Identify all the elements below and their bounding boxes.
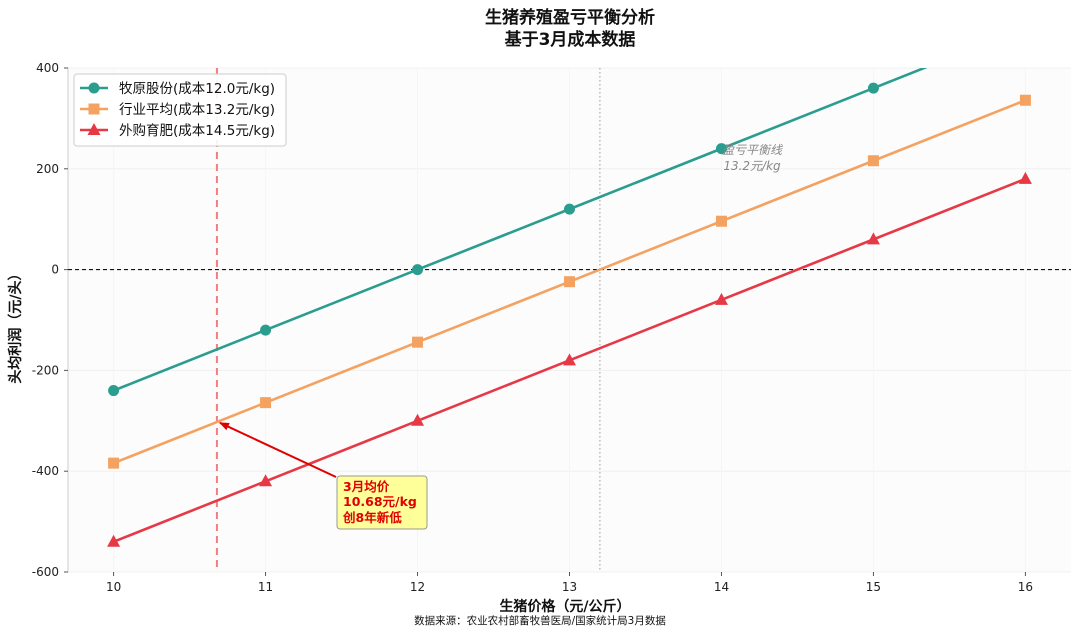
series-2-point [867,155,879,167]
series-2-point [1019,94,1031,106]
series-1-point [108,385,120,397]
series-3-point [714,292,728,305]
series-3-point [1018,171,1032,184]
series-1-point [867,82,879,94]
x-tick-label: 12 [410,580,425,594]
series-1-point [715,143,727,155]
y-tick-label: 200 [36,162,59,176]
x-axis-label: 生猪价格（元/公斤） [499,598,630,615]
data-source-note: 数据来源：农业农村部畜牧兽医局/国家统计局3月数据 [414,614,666,627]
x-tick-label: 11 [258,580,273,594]
series-1-point [1020,22,1031,33]
legend-swatch-marker [88,103,100,115]
legend-label: 牧原股份(成本12.0元/kg) [119,81,275,97]
y-axis-label: 头均利润（元/头） [7,266,24,383]
march-price-box [336,475,428,530]
series-3-point [563,353,576,366]
y-tick-label: -200 [32,363,59,377]
chart-title: 生猪养殖盈亏平衡分析 [485,7,655,28]
legend-box [73,73,287,147]
series-3-point [866,232,880,245]
series-2-point [564,276,575,288]
march-price-arrow [219,421,337,478]
legend-label: 行业平均(成本13.2元/kg) [119,102,275,118]
legend-swatch-marker [88,82,100,94]
x-ticks: 10 11 12 13 14 15 16 [106,572,1033,594]
legend: 牧原股份(成本12.0元/kg) 行业平均(成本13.2元/kg) 外购育肥(成本1… [73,73,287,147]
march-price-line3: 创8年新低 [342,510,402,525]
legend-swatch-marker [87,123,101,135]
series-2-point [715,215,727,227]
y-tick-label: -600 [32,565,59,579]
series-3-point [411,413,425,426]
series-1-point [260,324,272,336]
x-tick-label: 13 [562,580,577,594]
y-tick-label: -400 [32,464,59,478]
series-group [107,22,1032,547]
series-2-point [108,457,120,469]
series-2-point [260,397,272,409]
series-1-point [412,264,424,276]
march-price-line1: 3月均价 [343,479,390,494]
chart-subtitle: 基于3月成本数据 [504,29,636,50]
march-price-line2: 10.68元/kg [343,494,417,509]
series-2-point [412,336,424,348]
x-tick-label: 10 [106,580,121,594]
legend-label: 外购育肥(成本14.5元/kg) [119,123,275,139]
series-1-point [564,203,575,215]
y-tick-label: 0 [51,263,59,277]
x-tick-label: 16 [1018,580,1033,594]
breakeven-label-line2: 13.2元/kg [723,159,781,173]
y-tick-label: 400 [36,61,59,75]
x-tick-label: 14 [714,580,729,594]
reference-lines [68,68,1071,572]
x-tick-label: 15 [866,580,881,594]
series-3-point [107,534,121,547]
y-ticks: -600 -400 -200 0 200 400 [32,61,68,579]
series-3-point [259,474,273,487]
breakeven-label-line1: 盈亏平衡线 [722,143,783,157]
